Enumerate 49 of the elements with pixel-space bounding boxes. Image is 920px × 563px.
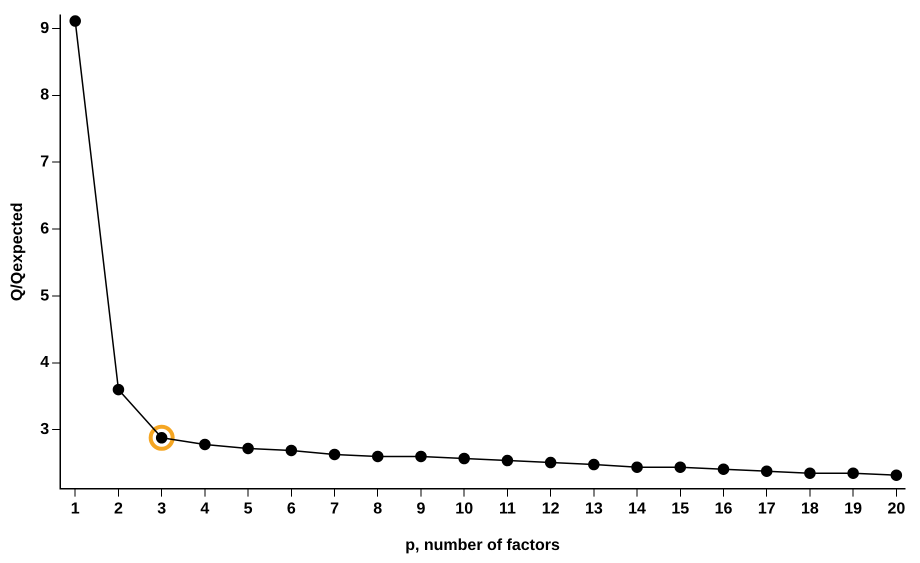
x-tick-label: 8 xyxy=(373,500,382,518)
x-tick-label: 16 xyxy=(714,500,732,518)
x-tick-label: 13 xyxy=(584,500,603,518)
x-tick-label: 7 xyxy=(330,500,340,518)
y-axis-title: Q/Qexpected xyxy=(9,202,26,302)
x-tick-label: 20 xyxy=(887,500,906,518)
point xyxy=(148,424,175,451)
point xyxy=(631,461,643,473)
x-tick-label: 14 xyxy=(628,500,646,518)
x-tick-label: 17 xyxy=(758,500,776,518)
y-tick-label: 3 xyxy=(40,421,50,438)
y-tick-label: 8 xyxy=(40,86,50,104)
x-tick-label: 12 xyxy=(542,500,560,518)
x-tick-label: 9 xyxy=(416,500,426,518)
point xyxy=(890,469,902,481)
x-tick-label: 4 xyxy=(200,500,210,518)
point xyxy=(112,384,124,396)
y-tick-label: 9 xyxy=(40,20,50,37)
y-tick-label: 5 xyxy=(40,287,50,304)
x-tick-label: 15 xyxy=(671,500,690,518)
y-tick-label: 4 xyxy=(40,354,50,372)
point xyxy=(588,458,600,470)
x-tick-label: 19 xyxy=(844,500,862,518)
x-tick-label: 1 xyxy=(70,500,80,518)
y-tick-label: 7 xyxy=(40,154,50,171)
point xyxy=(199,438,211,450)
x-axis-title: p, number of factors xyxy=(405,536,560,554)
point xyxy=(242,442,254,454)
point xyxy=(502,454,514,466)
x-tick-label: 2 xyxy=(114,500,123,518)
point xyxy=(718,463,730,475)
point xyxy=(69,15,81,27)
point xyxy=(760,465,772,477)
x-tick-label: 6 xyxy=(286,500,296,518)
x-tick-label: 18 xyxy=(801,500,819,518)
point xyxy=(372,450,384,462)
point xyxy=(804,467,816,479)
x-tick-label: 5 xyxy=(244,500,253,518)
point xyxy=(674,461,686,473)
point xyxy=(286,444,298,456)
y-tick-label: 6 xyxy=(40,220,50,238)
point xyxy=(415,450,427,462)
x-tick-label: 11 xyxy=(498,500,516,518)
point xyxy=(544,456,556,468)
point xyxy=(458,452,470,464)
x-tick-label: 3 xyxy=(157,500,166,518)
point xyxy=(847,467,859,479)
x-tick-label: 10 xyxy=(455,500,474,518)
point xyxy=(328,448,340,460)
